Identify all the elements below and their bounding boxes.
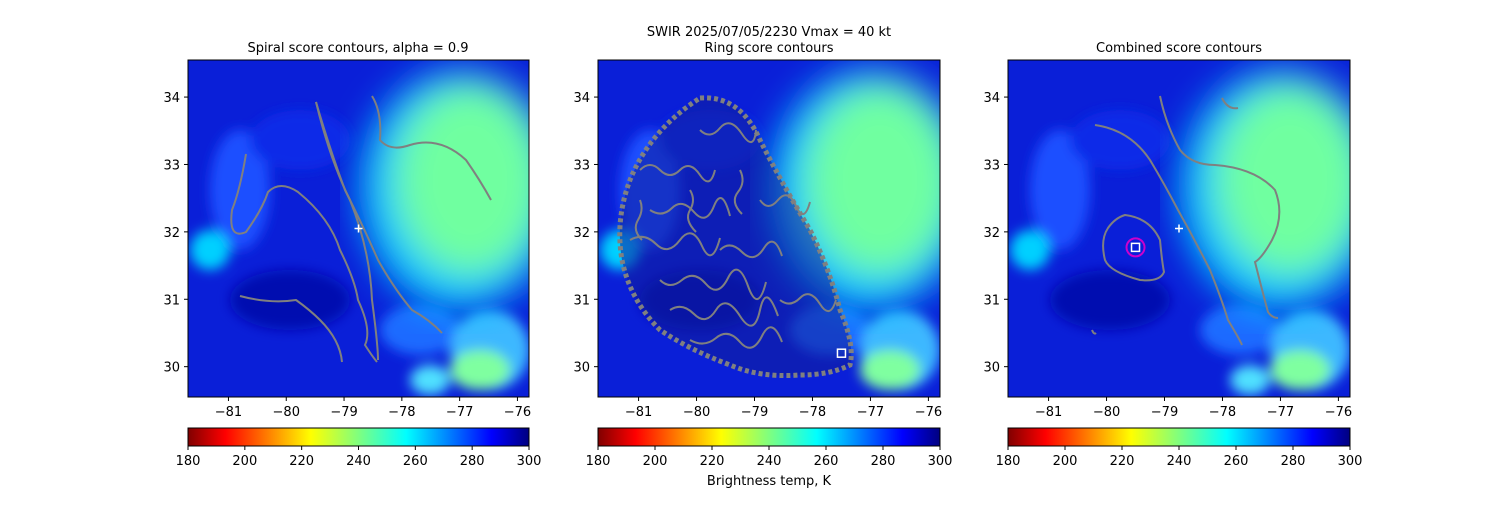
x-tick-label: −81 xyxy=(215,405,242,420)
y-ticks-combined: 30 31 32 33 34 xyxy=(983,91,1008,376)
x-ticks-ring: −81 −80 −79 −78 −77 −76 xyxy=(625,397,942,420)
markers-combined xyxy=(1125,224,1183,258)
colorbar-tick-label: 260 xyxy=(814,454,839,469)
y-tick-label: 34 xyxy=(983,91,1000,106)
axes-frame-ring xyxy=(597,59,941,398)
colorbar-tick-label: 280 xyxy=(1281,454,1306,469)
y-ticks-ring: 30 31 32 33 34 xyxy=(573,91,598,376)
circle-marker xyxy=(1125,237,1146,258)
colorbar-tick-label: 240 xyxy=(346,454,371,469)
colorbar-tick-label: 180 xyxy=(176,454,201,469)
y-tick-label: 30 xyxy=(163,361,180,376)
x-tick-label: −80 xyxy=(273,405,300,420)
x-tick-label: −76 xyxy=(504,405,531,420)
satellite-image-combined xyxy=(1008,60,1350,397)
colorbar-tick-label: 200 xyxy=(232,454,257,469)
colorbar-tick-label: 220 xyxy=(289,454,314,469)
x-tick-label: −76 xyxy=(1325,405,1352,420)
markers-ring xyxy=(836,348,847,358)
colorbar-tick-label: 180 xyxy=(996,454,1021,469)
x-tick-label: −77 xyxy=(857,405,884,420)
panel-spiral: Spiral score contours, alpha = 0.9 xyxy=(163,41,542,469)
y-tick-label: 34 xyxy=(573,91,590,106)
y-tick-label: 31 xyxy=(163,293,180,308)
y-tick-label: 33 xyxy=(983,158,1000,173)
colorbar-tick-label: 300 xyxy=(928,454,953,469)
y-ticks-spiral: 30 31 32 33 34 xyxy=(163,91,188,376)
y-tick-label: 30 xyxy=(573,361,590,376)
colorbar-tick-label: 220 xyxy=(1110,454,1135,469)
colorbar-tick-label: 180 xyxy=(586,454,611,469)
square-marker xyxy=(836,348,847,358)
colorbar-tick-label: 260 xyxy=(403,454,428,469)
square-marker xyxy=(1130,242,1141,253)
panel-title-spiral: Spiral score contours, alpha = 0.9 xyxy=(247,41,468,56)
colorbar-ticks-ring: 180 200 220 240 260 280 300 xyxy=(586,446,953,469)
markers-spiral xyxy=(354,224,363,233)
x-tick-label: −79 xyxy=(330,405,357,420)
x-tick-label: −81 xyxy=(625,405,652,420)
panel-ring: Ring score contours xyxy=(573,41,953,469)
x-tick-label: −77 xyxy=(446,405,473,420)
colorbar-tick-label: 200 xyxy=(643,454,668,469)
colorbar-tick-label: 240 xyxy=(1167,454,1192,469)
x-tick-label: −78 xyxy=(388,405,415,420)
suptitle: SWIR 2025/07/05/2230 Vmax = 40 kt xyxy=(647,25,891,40)
x-ticks-spiral: −81 −80 −79 −78 −77 −76 xyxy=(215,397,531,420)
colorbar-ticks-combined: 180 200 220 240 260 280 300 xyxy=(996,446,1363,469)
colorbar-ticks-spiral: 180 200 220 240 260 280 300 xyxy=(176,446,542,469)
y-tick-label: 32 xyxy=(163,226,180,241)
y-tick-label: 33 xyxy=(163,158,180,173)
y-tick-label: 34 xyxy=(163,91,180,106)
y-tick-label: 32 xyxy=(573,226,590,241)
satellite-image-ring xyxy=(598,60,940,397)
colorbar-tick-label: 260 xyxy=(1224,454,1249,469)
x-tick-label: −78 xyxy=(1209,405,1236,420)
colorbar-combined xyxy=(1007,427,1351,447)
colorbar-tick-label: 240 xyxy=(757,454,782,469)
colorbar-ring xyxy=(597,427,941,447)
axes-frame-combined xyxy=(1007,59,1351,398)
panel-title-ring: Ring score contours xyxy=(704,41,833,56)
axes-frame-spiral xyxy=(187,59,530,398)
x-ticks-combined: −81 −80 −79 −78 −77 −76 xyxy=(1035,397,1352,420)
x-tick-label: −79 xyxy=(1151,405,1178,420)
colorbar-tick-label: 300 xyxy=(1338,454,1363,469)
panel-combined: Combined score contours xyxy=(983,41,1363,469)
colorbar-tick-label: 220 xyxy=(700,454,725,469)
y-tick-label: 32 xyxy=(983,226,1000,241)
colorbar-tick-label: 280 xyxy=(460,454,485,469)
x-tick-label: −77 xyxy=(1267,405,1294,420)
colorbar-tick-label: 280 xyxy=(871,454,896,469)
x-tick-label: −81 xyxy=(1035,405,1062,420)
satellite-image-spiral xyxy=(188,60,529,397)
center-plus-marker xyxy=(1175,224,1183,233)
y-tick-label: 30 xyxy=(983,361,1000,376)
colorbar-spiral xyxy=(187,427,530,447)
x-tick-label: −76 xyxy=(915,405,942,420)
x-tick-label: −80 xyxy=(1093,405,1120,420)
colorbar-tick-label: 300 xyxy=(517,454,542,469)
panel-title-combined: Combined score contours xyxy=(1096,41,1262,56)
y-tick-label: 31 xyxy=(983,293,1000,308)
x-tick-label: −80 xyxy=(683,405,710,420)
x-tick-label: −78 xyxy=(799,405,826,420)
y-tick-label: 31 xyxy=(573,293,590,308)
colorbar-tick-label: 200 xyxy=(1053,454,1078,469)
x-tick-label: −79 xyxy=(741,405,768,420)
y-tick-label: 33 xyxy=(573,158,590,173)
center-plus-marker xyxy=(354,224,363,233)
colorbar-label: Brightness temp, K xyxy=(707,474,832,489)
